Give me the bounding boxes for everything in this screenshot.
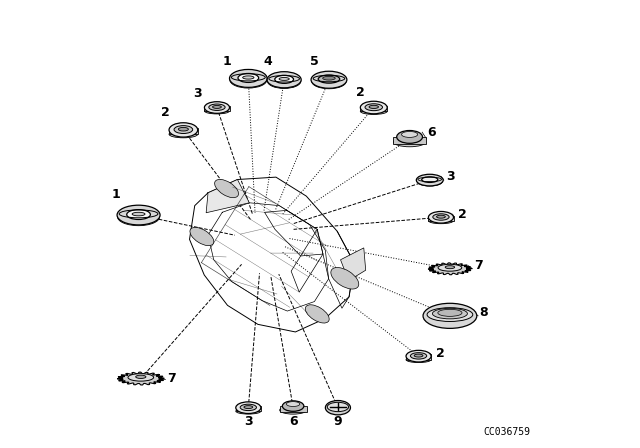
Ellipse shape bbox=[428, 211, 454, 223]
Text: 2: 2 bbox=[161, 105, 170, 119]
Ellipse shape bbox=[275, 75, 294, 83]
Ellipse shape bbox=[428, 218, 454, 224]
Ellipse shape bbox=[325, 401, 351, 415]
Text: 7: 7 bbox=[167, 372, 175, 385]
Ellipse shape bbox=[414, 354, 423, 357]
Ellipse shape bbox=[230, 72, 267, 88]
Ellipse shape bbox=[360, 108, 387, 114]
Polygon shape bbox=[428, 263, 472, 275]
Text: 1: 1 bbox=[112, 188, 120, 202]
Ellipse shape bbox=[136, 375, 146, 379]
FancyBboxPatch shape bbox=[394, 137, 426, 144]
Polygon shape bbox=[206, 180, 250, 213]
Text: 8: 8 bbox=[479, 306, 488, 319]
Ellipse shape bbox=[438, 264, 461, 271]
Ellipse shape bbox=[422, 177, 438, 182]
Ellipse shape bbox=[406, 357, 431, 362]
Text: 6: 6 bbox=[289, 414, 298, 428]
Ellipse shape bbox=[280, 406, 307, 414]
Text: 3: 3 bbox=[244, 414, 253, 428]
Ellipse shape bbox=[230, 69, 267, 87]
Text: 6: 6 bbox=[428, 125, 436, 139]
Ellipse shape bbox=[268, 74, 301, 88]
Text: 2: 2 bbox=[436, 347, 444, 360]
Ellipse shape bbox=[394, 137, 426, 147]
Ellipse shape bbox=[397, 130, 422, 143]
FancyBboxPatch shape bbox=[406, 354, 431, 360]
Ellipse shape bbox=[311, 71, 347, 88]
Ellipse shape bbox=[417, 174, 443, 186]
Polygon shape bbox=[340, 248, 365, 280]
Ellipse shape bbox=[118, 208, 159, 226]
Ellipse shape bbox=[287, 401, 300, 406]
FancyBboxPatch shape bbox=[204, 106, 230, 111]
Text: 5: 5 bbox=[310, 55, 319, 69]
Ellipse shape bbox=[327, 402, 349, 412]
Text: 1: 1 bbox=[223, 55, 232, 69]
Ellipse shape bbox=[179, 127, 188, 131]
Ellipse shape bbox=[214, 179, 239, 198]
FancyBboxPatch shape bbox=[169, 128, 198, 134]
Ellipse shape bbox=[190, 228, 214, 246]
Ellipse shape bbox=[445, 266, 454, 269]
Ellipse shape bbox=[169, 123, 198, 137]
Ellipse shape bbox=[117, 205, 160, 225]
Text: 3: 3 bbox=[193, 86, 202, 100]
Ellipse shape bbox=[243, 76, 254, 79]
Ellipse shape bbox=[369, 105, 378, 108]
Ellipse shape bbox=[406, 350, 431, 362]
Ellipse shape bbox=[204, 102, 230, 113]
Ellipse shape bbox=[312, 74, 346, 89]
Ellipse shape bbox=[174, 125, 193, 134]
FancyBboxPatch shape bbox=[236, 406, 261, 411]
Ellipse shape bbox=[433, 214, 449, 220]
Ellipse shape bbox=[132, 212, 145, 216]
Ellipse shape bbox=[212, 105, 221, 108]
Text: 7: 7 bbox=[474, 259, 483, 272]
Text: 2: 2 bbox=[458, 207, 467, 221]
Ellipse shape bbox=[169, 131, 198, 138]
Ellipse shape bbox=[279, 78, 289, 80]
Ellipse shape bbox=[365, 104, 383, 111]
Ellipse shape bbox=[424, 313, 476, 324]
FancyBboxPatch shape bbox=[280, 406, 307, 412]
Text: 4: 4 bbox=[264, 55, 273, 69]
Ellipse shape bbox=[209, 104, 225, 110]
FancyBboxPatch shape bbox=[360, 106, 387, 111]
Ellipse shape bbox=[236, 408, 261, 414]
Text: 3: 3 bbox=[446, 170, 455, 183]
Ellipse shape bbox=[305, 305, 329, 323]
Ellipse shape bbox=[427, 308, 473, 322]
Ellipse shape bbox=[244, 405, 253, 409]
Ellipse shape bbox=[240, 404, 257, 410]
Ellipse shape bbox=[436, 215, 445, 218]
Text: 2: 2 bbox=[356, 86, 365, 99]
Ellipse shape bbox=[417, 176, 443, 186]
Text: CC036759: CC036759 bbox=[484, 427, 531, 437]
Ellipse shape bbox=[238, 73, 259, 82]
Ellipse shape bbox=[438, 309, 462, 316]
Ellipse shape bbox=[236, 402, 261, 414]
Ellipse shape bbox=[318, 75, 340, 83]
Polygon shape bbox=[118, 372, 164, 385]
Ellipse shape bbox=[282, 401, 304, 411]
Ellipse shape bbox=[410, 353, 427, 359]
Ellipse shape bbox=[128, 374, 154, 381]
FancyBboxPatch shape bbox=[428, 215, 454, 221]
Ellipse shape bbox=[433, 308, 467, 319]
Ellipse shape bbox=[331, 267, 359, 289]
Text: 9: 9 bbox=[333, 414, 342, 428]
Ellipse shape bbox=[204, 108, 230, 114]
Ellipse shape bbox=[127, 210, 150, 220]
Ellipse shape bbox=[323, 76, 335, 80]
Ellipse shape bbox=[267, 72, 301, 88]
Ellipse shape bbox=[423, 303, 477, 328]
Ellipse shape bbox=[401, 132, 418, 138]
Ellipse shape bbox=[360, 101, 387, 114]
